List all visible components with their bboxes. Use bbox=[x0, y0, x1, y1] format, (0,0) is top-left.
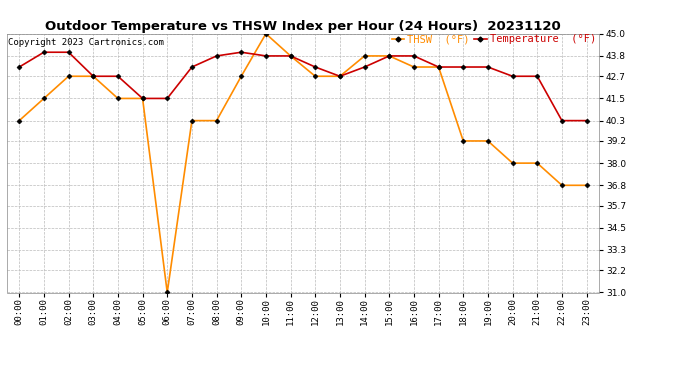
Text: Copyright 2023 Cartronics.com: Copyright 2023 Cartronics.com bbox=[8, 38, 164, 46]
Legend: THSW  (°F), Temperature  (°F): THSW (°F), Temperature (°F) bbox=[392, 34, 596, 44]
Title: Outdoor Temperature vs THSW Index per Hour (24 Hours)  20231120: Outdoor Temperature vs THSW Index per Ho… bbox=[45, 20, 561, 33]
